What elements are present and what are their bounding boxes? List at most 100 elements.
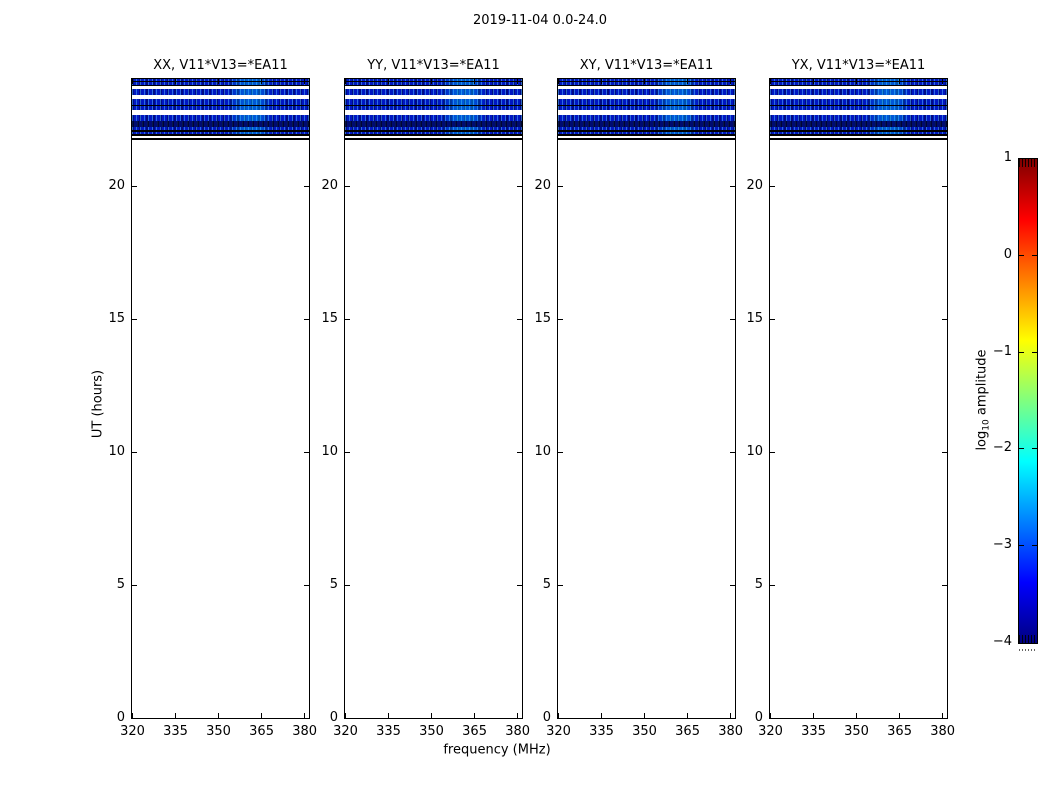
spectrogram-panel-yy: 0 5 10 15 20 320 335 350 365 380 (321, 78, 530, 739)
heatmap-stripe (132, 106, 309, 110)
colorbar-extend-dots (1019, 649, 1035, 651)
y-tick-right (730, 584, 735, 586)
heatmap-data-region (770, 79, 947, 142)
y-tick-left (558, 185, 563, 187)
y-tick-left (132, 584, 137, 586)
y-tick-left (770, 318, 775, 320)
heatmap-stripe (770, 130, 947, 132)
y-tick-label: 5 (542, 576, 551, 592)
x-tick-label: 365 (462, 724, 487, 739)
heatmap-stripe (770, 85, 947, 86)
x-tick-top (770, 79, 771, 84)
x-tick-bottom (218, 713, 220, 718)
y-tick-label: 0 (542, 710, 551, 725)
y-tick-right (517, 584, 522, 586)
panel-title-yy: YY, V11*V13=*EA11 (367, 58, 500, 73)
heatmap-stripe (345, 132, 522, 134)
x-tick-label: 380 (930, 724, 956, 739)
heatmap-stripe (770, 79, 947, 81)
y-tick-label: 0 (329, 710, 338, 725)
heatmap-stripe (770, 82, 947, 85)
x-tick-label: 335 (163, 724, 188, 739)
heatmap-stripe (345, 99, 522, 105)
y-tick-right (304, 584, 309, 586)
colorbar-tick-label: −1 (992, 343, 1012, 359)
heatmap-stripe (770, 115, 947, 121)
colorbar-over-hatch (1019, 159, 1037, 167)
x-tick-label: 335 (376, 724, 401, 739)
y-tick-label: 10 (321, 443, 338, 459)
spectrogram-panel-xy: 0 5 10 15 20 320 335 350 365 380 (534, 78, 743, 739)
heatmap-stripe (770, 106, 947, 110)
heatmap-stripe (345, 134, 522, 136)
heatmap-stripe (770, 134, 947, 136)
x-tick-top (474, 79, 476, 84)
x-tick-bottom (388, 713, 390, 718)
spectrogram-panel-yx: 0 5 10 15 20 320 335 350 365 380 (746, 78, 955, 739)
y-tick-left (345, 451, 350, 453)
y-tick-label: 20 (321, 177, 338, 193)
heatmap-stripe (770, 81, 947, 82)
heatmap-stripe (558, 79, 735, 81)
x-tick-bottom (261, 713, 263, 718)
x-tick-top (644, 79, 646, 84)
x-tick-label: 320 (546, 724, 571, 739)
y-tick-right (942, 185, 947, 187)
heatmap-stripe (345, 105, 522, 106)
x-tick-label: 350 (206, 724, 231, 739)
y-tick-left (770, 451, 775, 453)
colorbar-under-hatch (1019, 635, 1037, 643)
colorbar-tick-right (1032, 351, 1037, 353)
x-tick-label: 365 (675, 724, 700, 739)
heatmap-stripe (770, 127, 947, 130)
y-tick-label: 10 (746, 443, 763, 459)
heatmap-stripe (558, 81, 735, 82)
y-tick-left (132, 451, 137, 453)
x-tick-bottom (601, 713, 603, 718)
x-tick-bottom (813, 713, 815, 718)
figure-title: 2019-11-04 0.0-24.0 (473, 13, 607, 28)
heatmap-stripe (132, 130, 309, 132)
y-tick-right (730, 451, 735, 453)
x-tick-bottom (431, 713, 433, 718)
heatmap-stripe (345, 85, 522, 86)
x-tick-bottom (899, 713, 901, 718)
x-tick-top (304, 79, 306, 84)
colorbar-tick-right (1032, 448, 1037, 450)
x-tick-label: 380 (505, 724, 531, 739)
colorbar-tick-label: −3 (992, 537, 1012, 553)
x-tick-top (813, 79, 815, 84)
x-tick-bottom (730, 713, 732, 718)
x-tick-top (687, 79, 689, 84)
y-tick-label: 15 (321, 310, 338, 326)
heatmap-stripe (558, 82, 735, 85)
y-tick-left (132, 318, 137, 320)
x-tick-top (132, 79, 133, 84)
x-axis-label: frequency (MHz) (443, 742, 551, 758)
heatmap-stripe (345, 82, 522, 85)
y-tick-label: 0 (116, 710, 125, 725)
colorbar-tick-label: 0 (1003, 246, 1012, 262)
heatmap-stripe (345, 130, 522, 132)
x-tick-bottom (474, 713, 476, 718)
x-tick-top (388, 79, 390, 84)
x-tick-label: 350 (419, 724, 444, 739)
heatmap-stripe (558, 99, 735, 105)
colorbar-tick-left (1019, 254, 1024, 256)
heatmap-stripe (345, 138, 522, 140)
heatmap-stripe (345, 115, 522, 121)
heatmap-stripe (770, 99, 947, 105)
y-tick-right (517, 318, 522, 320)
heatmap-stripe (132, 138, 309, 140)
x-tick-label: 350 (844, 724, 869, 739)
y-tick-label: 5 (116, 576, 125, 592)
heatmap-stripe (345, 121, 522, 127)
x-tick-label: 335 (801, 724, 826, 739)
heatmap-stripe (345, 81, 522, 82)
colorbar-label-subscript: 10 (981, 419, 992, 431)
x-tick-label: 380 (718, 724, 744, 739)
heatmap-stripe (132, 115, 309, 121)
x-tick-top (517, 79, 519, 84)
x-tick-top (345, 79, 346, 84)
y-tick-left (770, 584, 775, 586)
